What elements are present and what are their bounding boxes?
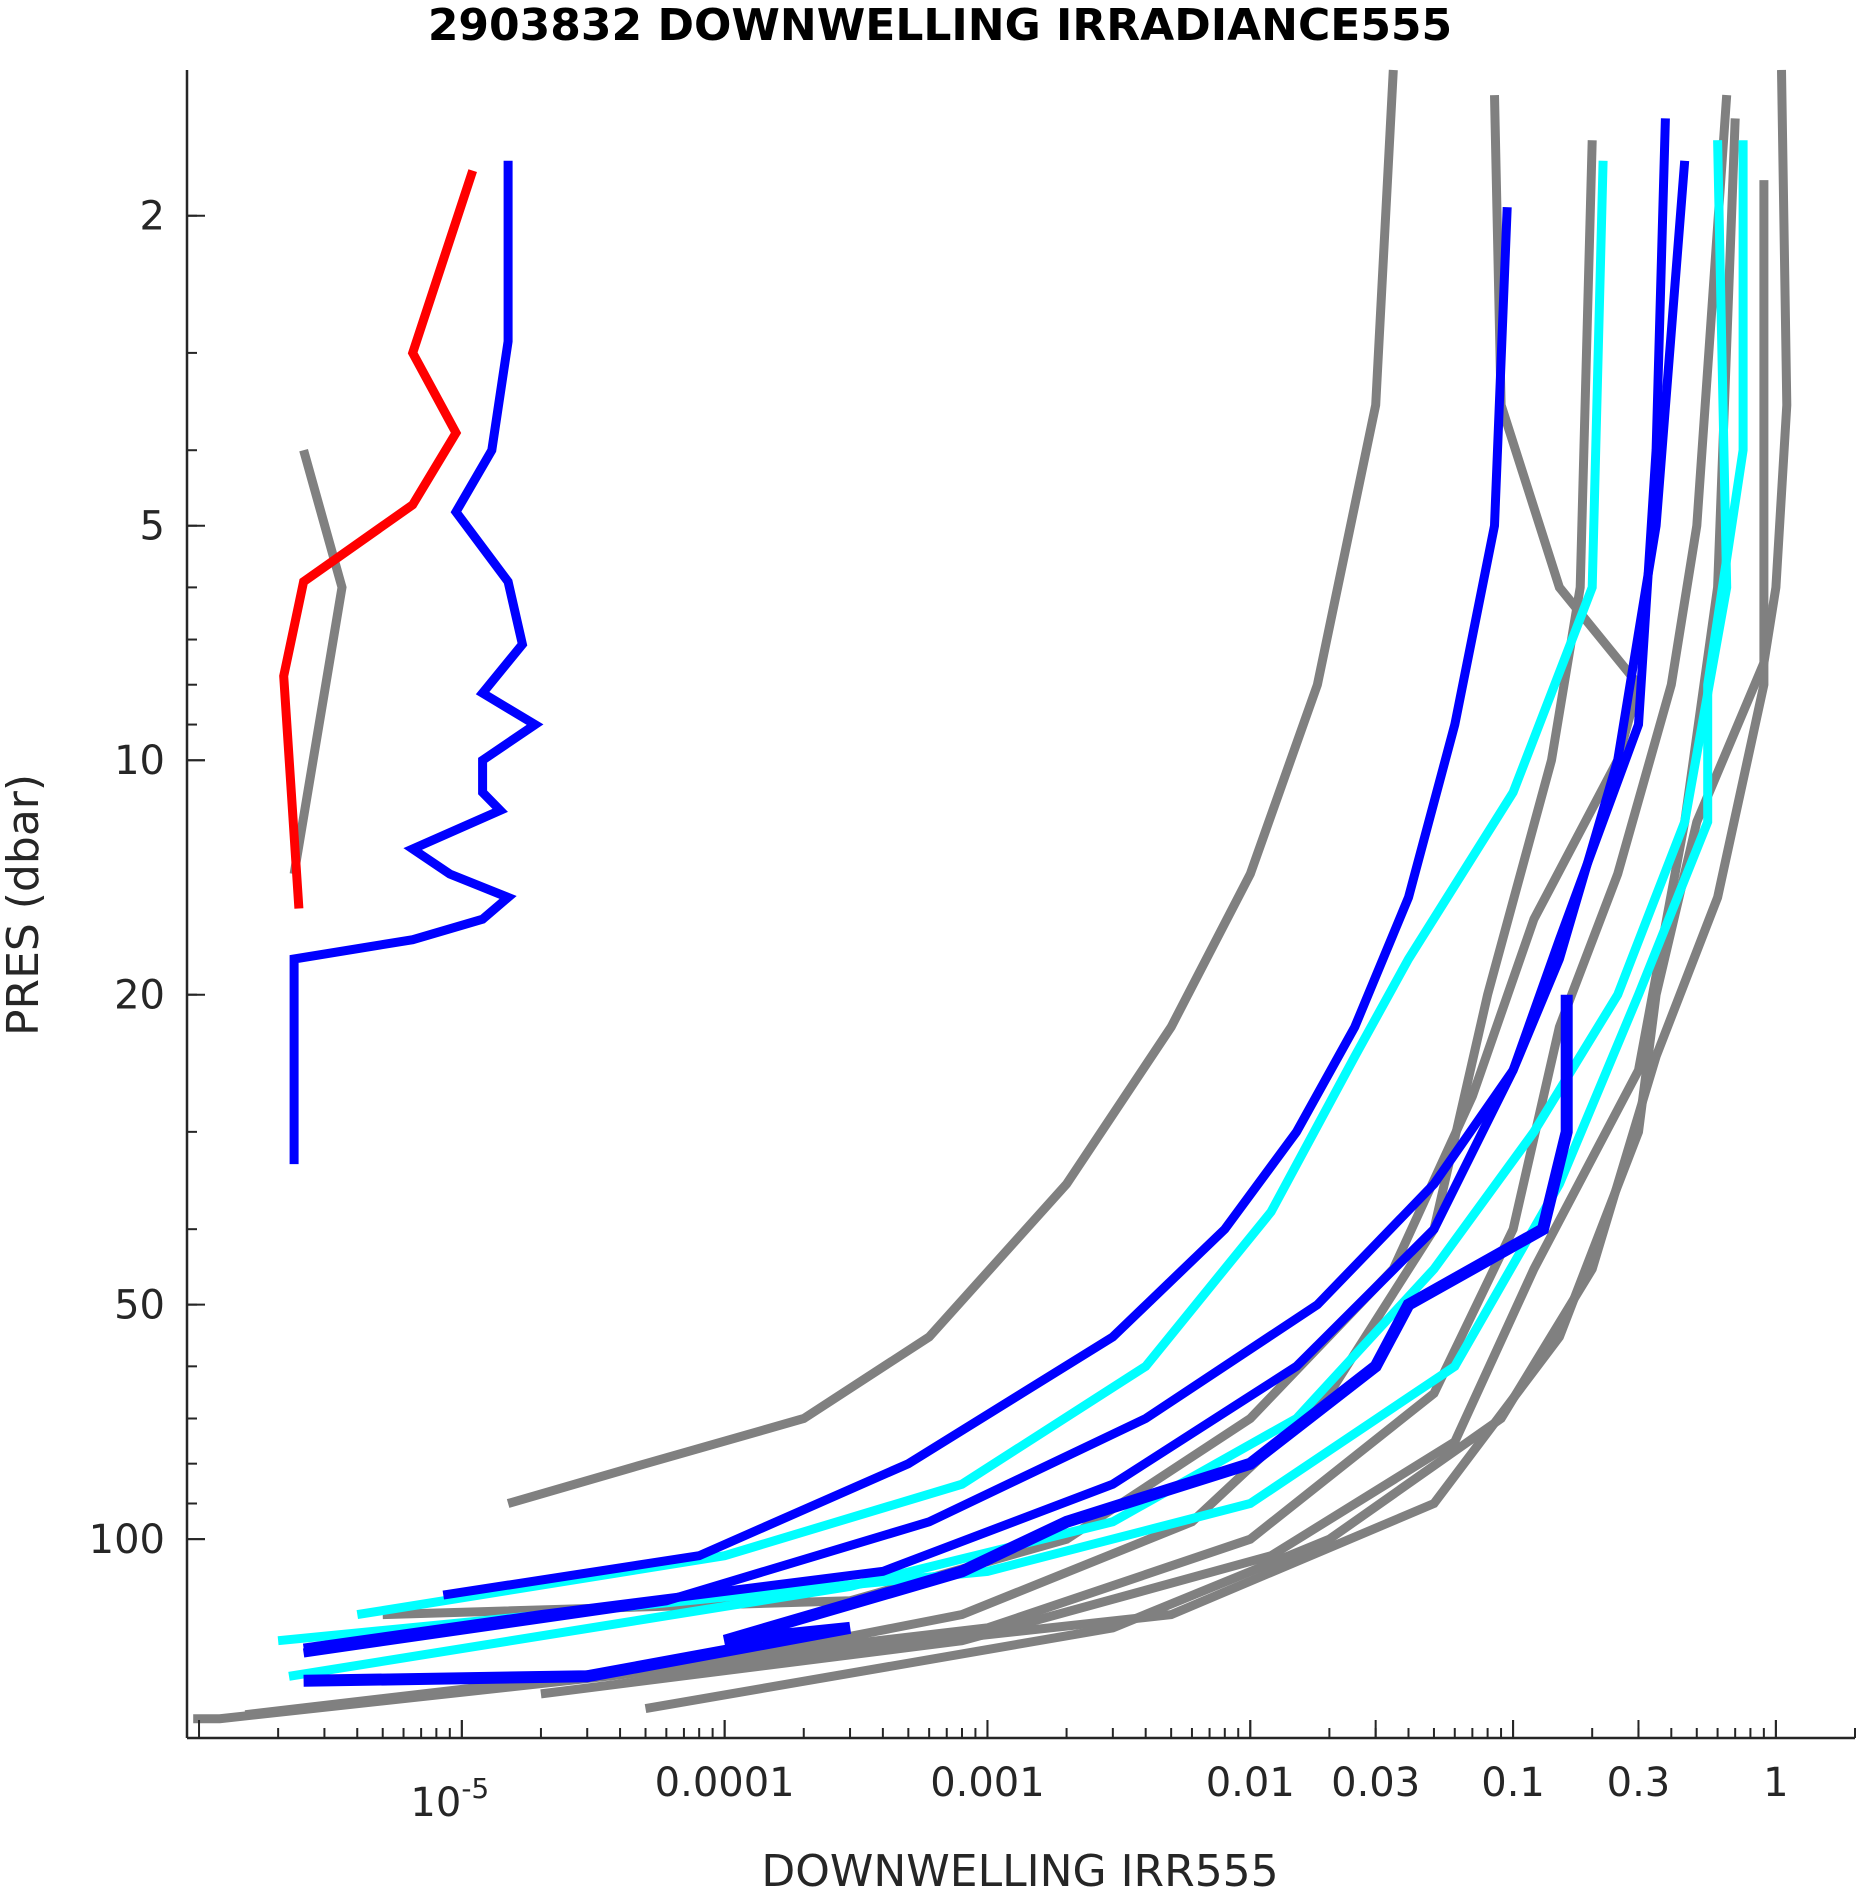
- x-tick-label-1: 10-5: [410, 1772, 489, 1826]
- x-tick-label-4: 0.01: [1206, 1760, 1295, 1806]
- series-line-17: [289, 160, 544, 1165]
- series-line-8: [289, 448, 347, 875]
- x-tick-label-3: 0.001: [930, 1760, 1045, 1806]
- y-tick-label-3: 10: [114, 738, 165, 784]
- y-tick-label-5: 50: [114, 1283, 165, 1329]
- y-tick-label-2: 5: [140, 504, 165, 550]
- series-line-6: [382, 95, 1644, 1620]
- series-line-10: [288, 140, 1732, 1681]
- series-line-14: [442, 207, 1512, 1600]
- y-tick-label-6: 100: [89, 1517, 165, 1563]
- series-line-15: [303, 994, 1573, 1687]
- x-tick-label-6: 0.1: [1481, 1760, 1545, 1806]
- y-tick-label-1: 2: [140, 194, 165, 240]
- chart-title: 2903832 DOWNWELLING IRRADIANCE555: [428, 0, 1452, 51]
- x-tick-label-8: 1: [1763, 1760, 1788, 1806]
- x-axis-label: DOWNWELLING IRR555: [761, 1846, 1278, 1896]
- series-line-7: [506, 69, 1398, 1508]
- series-line-12: [302, 160, 1690, 1658]
- axes-layer: 10-5 0.0001 0.001 0.01 0.03 0.1 0.3 1 2 5 10 20 50 10…: [89, 70, 1856, 1826]
- series-line-3: [644, 180, 1769, 1714]
- series-line-4: [540, 118, 1740, 1699]
- series-line-11: [356, 160, 1608, 1620]
- x-tick-label-5: 0.03: [1331, 1760, 1420, 1806]
- series-line-1: [193, 69, 1792, 1724]
- series-layer: [193, 69, 1792, 1724]
- y-axis-label: PRES (dbar): [0, 774, 49, 1036]
- y-tick-label-4: 20: [114, 973, 165, 1019]
- series-line-16: [279, 169, 477, 909]
- series-line-13: [302, 118, 1670, 1653]
- x-tick-label-7: 0.3: [1607, 1760, 1671, 1806]
- x-tick-label-2: 0.0001: [655, 1760, 795, 1806]
